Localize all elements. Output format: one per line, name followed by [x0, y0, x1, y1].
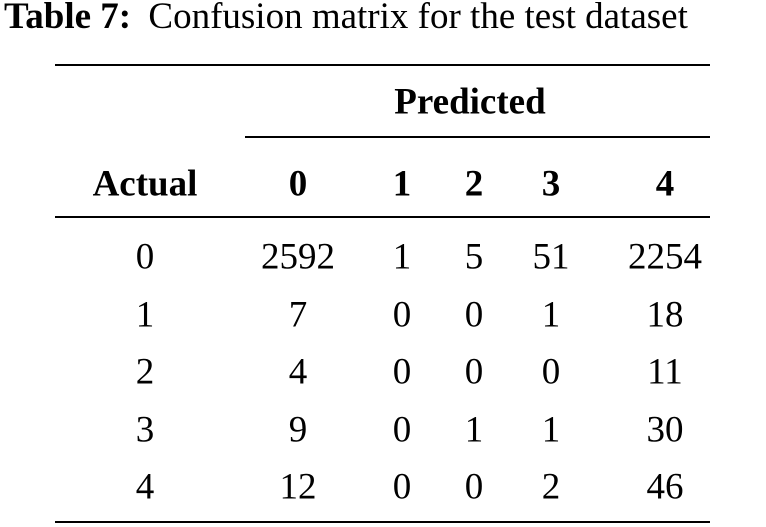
cell: 0 [465, 294, 484, 335]
cell: 0 [542, 351, 561, 392]
column-header: Actual [93, 163, 198, 204]
cell: 9 [289, 409, 308, 450]
cell: 18 [647, 294, 684, 335]
row-label: 2 [136, 351, 155, 392]
cell: 0 [393, 294, 412, 335]
cell: 2592 [261, 236, 335, 277]
column-header: 4 [656, 163, 675, 204]
column-header: 1 [393, 163, 412, 204]
row-label: 3 [136, 409, 155, 450]
cell: 0 [393, 409, 412, 450]
row-label: 4 [136, 466, 155, 507]
column-header: 3 [542, 163, 561, 204]
caption: Table 7: Confusion matrix for the test d… [4, 0, 689, 37]
cell: 0 [465, 351, 484, 392]
cell: 30 [647, 409, 684, 450]
cell: 4 [289, 351, 308, 392]
cell: 51 [533, 236, 570, 277]
cell: 1 [465, 409, 484, 450]
cell: 1 [393, 236, 412, 277]
cell: 11 [647, 351, 683, 392]
cell: 46 [647, 466, 684, 507]
caption-text: Confusion matrix for the test dataset [148, 0, 688, 37]
cell: 1 [542, 409, 561, 450]
cell: 7 [289, 294, 308, 335]
cell: 0 [465, 466, 484, 507]
cell: 12 [280, 466, 317, 507]
cell: 1 [542, 294, 561, 335]
cell: 5 [465, 236, 484, 277]
row-label: 1 [136, 294, 155, 335]
row-label: 0 [136, 236, 155, 277]
caption-label: Table 7: [4, 0, 131, 37]
cell: 0 [393, 351, 412, 392]
cell: 2 [542, 466, 561, 507]
cell: 0 [393, 466, 412, 507]
column-header: 2 [465, 163, 484, 204]
group-header: Predicted [394, 81, 546, 122]
cell: 2254 [628, 236, 702, 277]
column-header: 0 [289, 163, 308, 204]
